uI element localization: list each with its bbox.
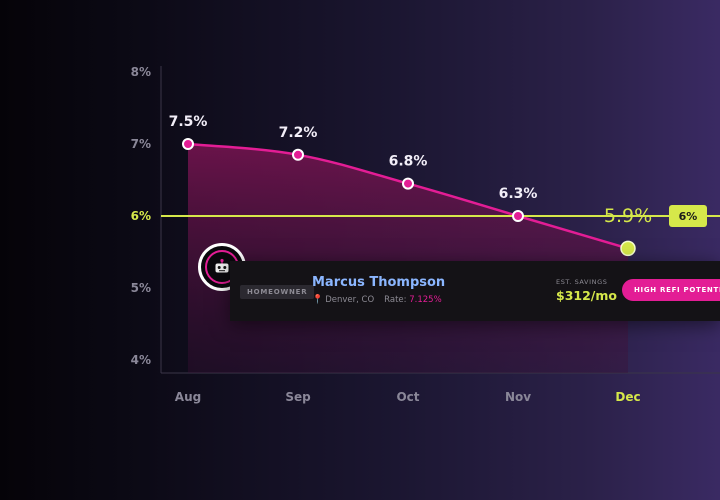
rate: Rate: 7.125%	[384, 295, 441, 305]
data-label: 7.2%	[279, 125, 318, 141]
homeowner-meta: 📍 Denver, CO Rate: 7.125%	[312, 295, 442, 305]
location: 📍 Denver, CO	[312, 295, 374, 305]
data-label: 7.5%	[169, 114, 208, 130]
x-tick-label: Dec	[615, 390, 640, 404]
homeowner-name[interactable]: Marcus Thompson	[312, 275, 446, 290]
robot-icon	[215, 258, 229, 273]
y-tick-label: 5%	[131, 281, 151, 295]
data-point[interactable]	[182, 138, 194, 150]
y-tick-label: 8%	[131, 65, 151, 79]
y-tick-label: 7%	[131, 137, 151, 151]
x-tick-label: Oct	[396, 390, 419, 404]
location-text: Denver, CO	[325, 295, 375, 305]
refi-potential-badge[interactable]: HIGH REFI POTENTIAL	[622, 279, 720, 301]
reference-line-label: 6%	[679, 210, 698, 223]
x-tick-label: Nov	[505, 390, 531, 404]
map-pin-icon: 📍	[312, 295, 324, 305]
x-tick-label: Sep	[285, 390, 311, 404]
rate-label: Rate:	[384, 295, 407, 305]
x-tick-label: Aug	[175, 390, 201, 404]
savings-value: $312/mo	[556, 288, 617, 303]
rate-value: 7.125%	[409, 295, 442, 305]
y-tick-label: 6%	[131, 209, 151, 223]
data-label: 5.9%	[604, 205, 652, 227]
homeowner-card[interactable]: HOMEOWNER Marcus Thompson 📍 Denver, CO Ra…	[230, 261, 720, 321]
y-tick-label: 4%	[131, 353, 151, 367]
data-label: 6.8%	[389, 154, 428, 170]
data-point[interactable]	[292, 148, 304, 161]
data-label: 6.3%	[499, 186, 538, 202]
data-point[interactable]	[512, 210, 524, 222]
data-point[interactable]	[402, 177, 414, 190]
savings-label: EST. SAVINGS	[556, 278, 608, 286]
role-badge: HOMEOWNER	[240, 285, 315, 299]
reference-line-badge	[669, 205, 707, 227]
data-point[interactable]	[620, 240, 636, 257]
